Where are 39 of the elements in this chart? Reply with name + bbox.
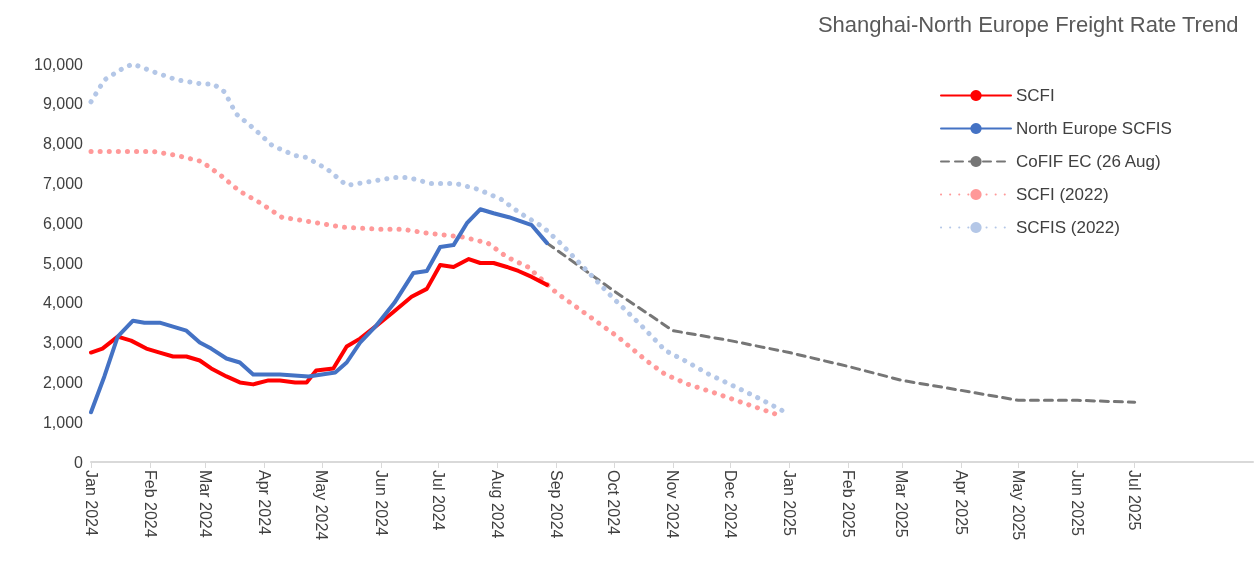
- legend-label: SCFIS (2022): [1016, 218, 1120, 237]
- x-tick-label: Jan 2025: [780, 470, 798, 536]
- chart-title: Shanghai-North Europe Freight Rate Trend: [817, 11, 1239, 37]
- legend-label: CoFIF EC (26 Aug): [1016, 152, 1161, 171]
- x-tick-label: Aug 2024: [488, 470, 506, 539]
- x-tick-label: Jun 2025: [1068, 470, 1086, 536]
- x-tick-label: May 2025: [1009, 470, 1027, 541]
- x-tick-label: Jul 2025: [1126, 470, 1144, 531]
- y-tick-label: 1,000: [42, 413, 84, 431]
- x-tick-label: Mar 2025: [893, 470, 911, 538]
- x-tick-label: Oct 2024: [605, 470, 623, 536]
- x-tick-label: Dec 2024: [721, 470, 739, 539]
- y-tick-label: 2,000: [42, 373, 84, 391]
- x-tick-label: Feb 2025: [839, 470, 857, 538]
- x-tick-label: May 2024: [313, 470, 331, 541]
- line-series: [89, 257, 550, 387]
- x-tick-label: Sep 2024: [548, 470, 566, 539]
- legend-label: SCFI: [1016, 86, 1055, 105]
- x-tick-label: Apr 2025: [952, 470, 970, 536]
- y-tick-label: 4,000: [42, 294, 84, 312]
- legend-label: North Europe SCFIS: [1016, 119, 1172, 138]
- y-tick-label: 9,000: [42, 95, 84, 113]
- y-tick-label: 5,000: [42, 254, 84, 272]
- y-tick-label: 10,000: [34, 55, 84, 73]
- y-tick-label: 3,000: [42, 334, 84, 352]
- y-tick-label: 8,000: [42, 135, 84, 153]
- x-tick-label: Jan 2024: [82, 470, 100, 536]
- x-tick-label: Apr 2024: [256, 470, 274, 536]
- y-tick-label: 0: [74, 453, 84, 471]
- line-series: [89, 207, 550, 415]
- x-tick-label: Nov 2024: [664, 470, 682, 539]
- x-tick-label: Feb 2024: [141, 470, 159, 538]
- x-tick-label: Jul 2024: [429, 470, 447, 531]
- y-tick-label: 6,000: [42, 214, 84, 232]
- y-tick-label: 7,000: [42, 174, 84, 192]
- x-tick-label: Mar 2024: [196, 470, 214, 538]
- legend-label: SCFI (2022): [1016, 185, 1109, 204]
- x-tick-label: Jun 2024: [372, 470, 390, 536]
- line-series: [545, 241, 1137, 404]
